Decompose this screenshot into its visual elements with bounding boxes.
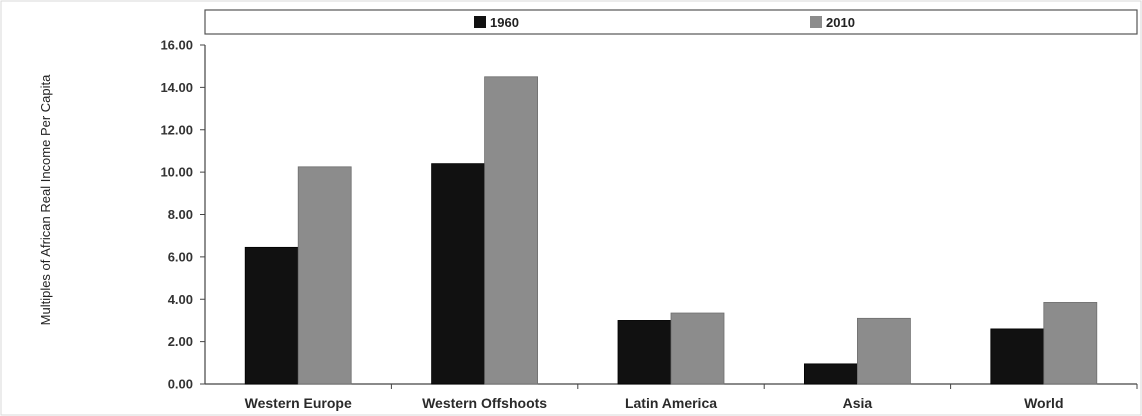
bar-1960-latin-america <box>617 320 672 385</box>
bar-1960-world <box>990 328 1045 385</box>
bar-2010-latin-america <box>670 312 725 385</box>
x-category-label: World <box>1024 395 1063 411</box>
y-tick-label: 16.00 <box>160 38 193 53</box>
y-tick-label: 10.00 <box>160 165 193 180</box>
legend-label: 1960 <box>490 15 519 30</box>
x-category-label: Western Offshoots <box>422 395 547 411</box>
bar-2010-western-offshoots <box>484 76 539 385</box>
bar-1960-asia <box>804 363 858 385</box>
y-axis-title: Multiples of African Real Income Per Cap… <box>38 74 53 325</box>
bar-2010-asia <box>857 317 911 385</box>
legend: 1960 2010 <box>204 9 1138 35</box>
bar-2010-world <box>1043 302 1098 385</box>
y-tick-label: 12.00 <box>160 122 193 137</box>
y-tick-label: 14.00 <box>160 80 193 95</box>
legend-label: 2010 <box>826 15 855 30</box>
y-tick-label: 2.00 <box>168 334 193 349</box>
legend-swatch-1960 <box>474 16 486 28</box>
bar-1960-western-offshoots <box>431 163 486 385</box>
legend-swatch-2010 <box>810 16 822 28</box>
bars <box>244 76 1098 385</box>
y-tick-label: 4.00 <box>168 292 193 307</box>
ticks: 0.00 2.00 4.00 6.00 8.00 10.00 12.00 14.00 16.00… <box>160 38 1063 412</box>
x-category-label: Asia <box>843 395 873 411</box>
y-tick-label: 6.00 <box>168 249 193 264</box>
y-tick-label: 8.00 <box>168 207 193 222</box>
legend-box <box>204 9 1138 35</box>
x-category-label: Western Europe <box>245 395 352 411</box>
y-tick-label: 0.00 <box>168 377 193 392</box>
bar-2010-western-europe <box>297 166 352 385</box>
x-category-label: Latin America <box>625 395 717 411</box>
bar-1960-western-europe <box>244 246 299 385</box>
